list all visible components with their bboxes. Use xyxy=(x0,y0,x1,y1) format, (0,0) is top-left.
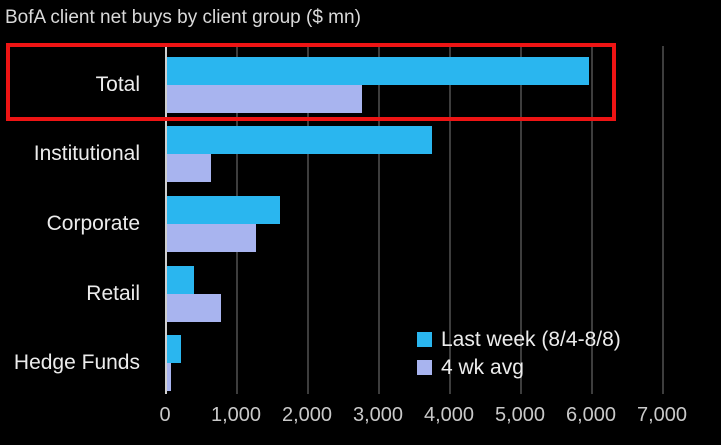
bar-hedge-funds-4wk-avg xyxy=(167,363,172,392)
category-label-total: Total xyxy=(95,72,140,96)
highlight-box-total-row xyxy=(6,43,616,121)
legend-label-last-week: Last week (8/4-8/8) xyxy=(441,328,621,351)
bar-row-retail xyxy=(165,259,696,329)
bars-area xyxy=(165,50,696,398)
bar-institutional-last-week xyxy=(167,126,432,155)
bar-total-4wk-avg xyxy=(167,84,363,113)
bar-institutional-4wk-avg xyxy=(167,154,212,183)
zero-axis-line xyxy=(165,46,167,394)
bar-row-hedge-funds xyxy=(165,328,696,398)
x-tick-label-0: 0 xyxy=(159,404,171,426)
x-tick-label-7000: 7,000 xyxy=(636,404,688,426)
gridline-4000 xyxy=(449,46,451,394)
bar-corporate-4wk-avg xyxy=(167,223,256,252)
category-label-institutional: Institutional xyxy=(33,142,140,166)
x-tick-label-5000: 5,000 xyxy=(494,404,546,426)
x-tick-label-3000: 3,000 xyxy=(352,404,404,426)
legend-item-last-week: Last week (8/4-8/8) xyxy=(417,327,621,352)
x-tick-label-2000: 2,000 xyxy=(281,404,333,426)
category-label-corporate: Corporate xyxy=(46,211,140,235)
x-axis-labels: 0 1,000 2,000 3,000 4,000 5,000 6,000 7,000 xyxy=(0,404,721,434)
bar-total-last-week xyxy=(167,56,590,85)
bar-row-total xyxy=(165,50,696,120)
gridline-5000 xyxy=(520,46,522,394)
legend-label-4wk-avg: 4 wk avg xyxy=(441,356,524,379)
gridline-3000 xyxy=(378,46,380,394)
bar-corporate-last-week xyxy=(167,195,280,224)
category-label-hedge-funds: Hedge Funds xyxy=(13,351,140,375)
legend: Last week (8/4-8/8) 4 wk avg xyxy=(417,327,621,380)
chart-title: BofA client net buys by client group ($ … xyxy=(5,7,361,28)
legend-item-4wk-avg: 4 wk avg xyxy=(417,355,621,380)
gridline-2000 xyxy=(307,46,309,394)
gridline-6000 xyxy=(591,46,593,394)
category-label-retail: Retail xyxy=(86,281,140,305)
legend-swatch-4wk-avg xyxy=(417,360,432,375)
legend-swatch-last-week xyxy=(417,332,432,347)
x-tick-label-4000: 4,000 xyxy=(423,404,475,426)
x-tick-label-6000: 6,000 xyxy=(565,404,617,426)
x-tick-label-1000: 1,000 xyxy=(210,404,262,426)
bar-row-corporate xyxy=(165,189,696,259)
bar-hedge-funds-last-week xyxy=(167,335,182,364)
bar-row-institutional xyxy=(165,120,696,190)
gridline-7000 xyxy=(662,46,664,394)
category-labels: Total Institutional Corporate Retail Hedge F… xyxy=(0,50,140,398)
bar-retail-4wk-avg xyxy=(167,293,221,322)
bar-retail-last-week xyxy=(167,265,194,294)
